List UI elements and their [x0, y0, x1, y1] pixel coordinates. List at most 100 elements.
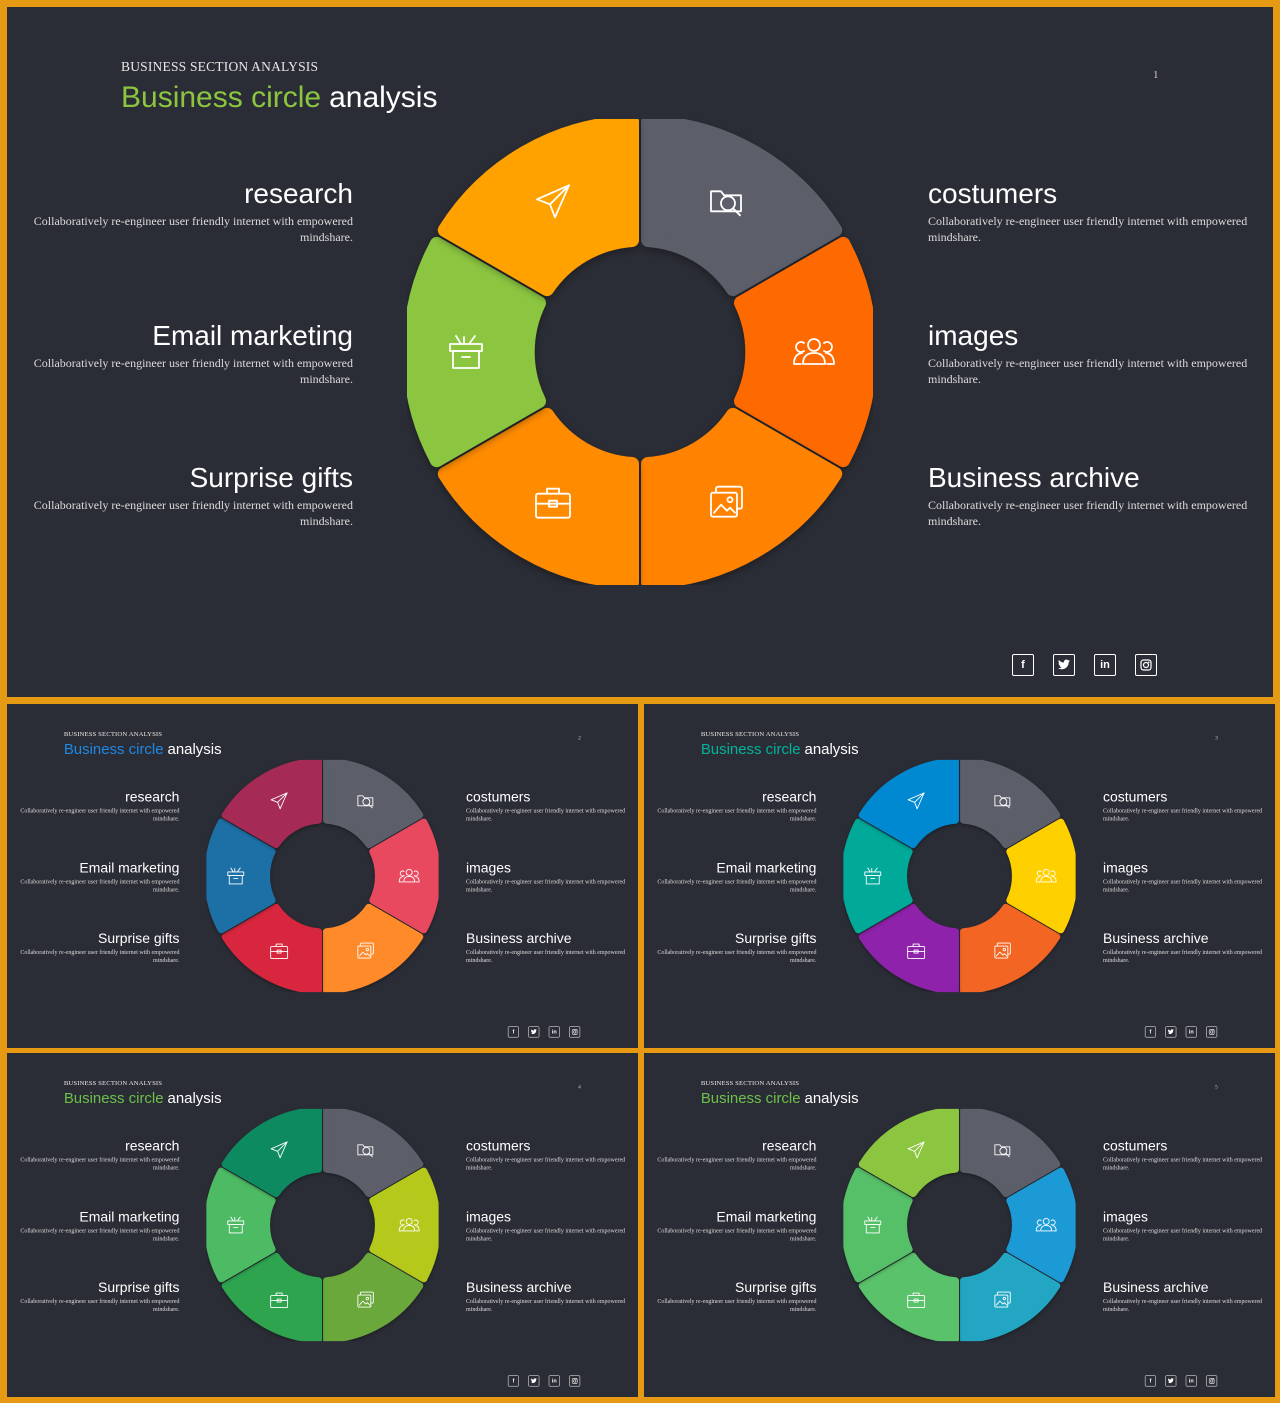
facebook-icon[interactable]: f	[507, 1375, 519, 1387]
facebook-icon[interactable]: f	[1144, 1375, 1156, 1387]
briefcase-icon	[535, 487, 571, 519]
slide-eyebrow: BUSINESS SECTION ANALYSIS	[121, 59, 319, 74]
page-number: 5	[1215, 1083, 1218, 1090]
item-research: research Collaboratively re-engineer user…	[15, 789, 179, 823]
instagram-icon[interactable]	[1206, 1375, 1218, 1387]
segment-costumers[interactable]	[733, 236, 873, 468]
twitter-icon[interactable]	[1165, 1026, 1177, 1038]
item-title: Surprise gifts	[98, 1279, 180, 1296]
facebook-icon-glyph: f	[512, 1377, 515, 1384]
segment-email-marketing[interactable]	[221, 759, 322, 849]
slide-main[interactable]: BUSINESS SECTION ANALYSIS Business circl…	[7, 7, 1273, 697]
item-description: Collaboratively re-engineer user friendl…	[1103, 1156, 1263, 1172]
linkedin-icon-glyph: in	[1188, 1377, 1194, 1384]
linkedin-icon[interactable]: in	[1094, 654, 1116, 676]
item-description: Collaboratively re-engineer user friendl…	[1103, 1226, 1263, 1242]
title-accent: Business circle	[121, 81, 322, 114]
linkedin-icon[interactable]: in	[1185, 1026, 1197, 1038]
item-images: images Collaboratively re-engineer user f…	[928, 319, 1258, 387]
linkedin-icon[interactable]: in	[1185, 1375, 1197, 1387]
segment-business-archive[interactable]	[437, 407, 639, 585]
paper-plane-icon	[536, 184, 570, 219]
segment-business-archive[interactable]	[221, 1252, 322, 1342]
segment-surprise-gifts[interactable]	[843, 818, 913, 934]
folder-search-icon	[357, 795, 374, 809]
instagram-icon[interactable]	[569, 1026, 581, 1038]
title-accent: Business circle	[63, 1089, 164, 1107]
linkedin-icon[interactable]: in	[548, 1375, 560, 1387]
facebook-icon[interactable]: f	[1012, 654, 1034, 676]
item-description: Collaboratively re-engineer user friendl…	[1103, 877, 1263, 893]
slide-title: Business circle analysis	[64, 1090, 222, 1107]
segment-costumers[interactable]	[369, 818, 439, 934]
item-description: Collaboratively re-engineer user friendl…	[466, 1226, 626, 1242]
twitter-icon[interactable]	[528, 1375, 540, 1387]
item-research: research Collaboratively re-engineer user…	[23, 177, 353, 245]
slide-thumbnail-4[interactable]: BUSINESS SECTION ANALYSIS Business circl…	[7, 1053, 638, 1397]
instagram-icon[interactable]	[1135, 654, 1157, 676]
twitter-icon[interactable]	[1165, 1375, 1177, 1387]
page-number: 2	[578, 734, 581, 741]
item-description: Collaboratively re-engineer user friendl…	[657, 1226, 817, 1242]
item-title: images	[466, 1208, 512, 1225]
segment-surprise-gifts[interactable]	[407, 236, 547, 468]
facebook-icon[interactable]: f	[507, 1026, 519, 1038]
item-description: Collaboratively re-engineer user friendl…	[1103, 948, 1263, 964]
folder-search-icon	[994, 795, 1011, 809]
images-icon	[710, 485, 743, 518]
segment-email-marketing[interactable]	[437, 119, 639, 297]
facebook-icon[interactable]: f	[1144, 1026, 1156, 1038]
slide-thumbnail-3[interactable]: BUSINESS SECTION ANALYSIS Business circl…	[644, 704, 1275, 1048]
segment-email-marketing[interactable]	[221, 1108, 322, 1198]
segment-surprise-gifts[interactable]	[206, 1167, 276, 1283]
item-surprise-gifts: Surprise gifts Collaboratively re-enginee…	[23, 461, 353, 529]
segment-business-archive[interactable]	[221, 903, 322, 993]
linkedin-icon[interactable]: in	[548, 1026, 560, 1038]
segment-business-archive[interactable]	[858, 1252, 959, 1342]
item-description: Collaboratively re-engineer user friendl…	[33, 498, 353, 528]
item-description: Collaboratively re-engineer user friendl…	[928, 356, 1248, 386]
segment-costumers[interactable]	[369, 1167, 439, 1283]
item-surprise-gifts: Surprise gifts Collaboratively re-enginee…	[15, 1279, 179, 1313]
segment-surprise-gifts[interactable]	[206, 818, 276, 934]
users-icon	[398, 869, 420, 883]
segment-business-archive[interactable]	[858, 903, 959, 993]
page-number: 3	[1215, 734, 1218, 741]
users-icon	[1035, 1218, 1057, 1232]
item-email-marketing: Email marketing Collaboratively re-engine…	[23, 319, 353, 387]
briefcase-icon	[270, 1292, 289, 1308]
facebook-icon-glyph: f	[1021, 659, 1025, 671]
segment-costumers[interactable]	[1006, 1167, 1076, 1283]
users-icon	[793, 338, 835, 365]
item-description: Collaboratively re-engineer user friendl…	[466, 948, 626, 964]
item-title: Email marketing	[79, 1208, 180, 1225]
twitter-icon[interactable]	[1053, 654, 1075, 676]
paper-plane-icon	[270, 1141, 288, 1159]
item-images: images Collaboratively re-engineer user f…	[1103, 860, 1267, 894]
item-description: Collaboratively re-engineer user friendl…	[20, 807, 180, 823]
segment-costumers[interactable]	[1006, 818, 1076, 934]
instagram-icon[interactable]	[1206, 1026, 1218, 1038]
slide-thumbnail-2[interactable]: BUSINESS SECTION ANALYSIS Business circl…	[7, 704, 638, 1048]
item-costumers: costumers Collaboratively re-engineer use…	[928, 177, 1258, 245]
facebook-icon-glyph: f	[1149, 1028, 1152, 1035]
gift-box-icon	[227, 1216, 245, 1234]
slide-eyebrow: BUSINESS SECTION ANALYSIS	[700, 1078, 800, 1087]
item-title: costumers	[1103, 1138, 1168, 1154]
item-email-marketing: Email marketing Collaboratively re-engine…	[652, 860, 816, 894]
segment-surprise-gifts[interactable]	[843, 1167, 913, 1283]
facebook-icon-glyph: f	[512, 1028, 515, 1035]
item-description: Collaboratively re-engineer user friendl…	[466, 1297, 626, 1313]
slide-thumbnail-5[interactable]: BUSINESS SECTION ANALYSIS Business circl…	[644, 1053, 1275, 1397]
item-title: Surprise gifts	[735, 1279, 817, 1296]
linkedin-icon-glyph: in	[1100, 659, 1110, 671]
images-icon	[357, 942, 374, 959]
item-business-archive: Business archive Collaboratively re-engin…	[928, 461, 1258, 529]
instagram-icon[interactable]	[569, 1375, 581, 1387]
briefcase-icon	[907, 1292, 926, 1308]
segment-email-marketing[interactable]	[858, 759, 959, 849]
circle-diagram	[843, 1108, 1076, 1342]
item-title: Business archive	[466, 930, 572, 947]
twitter-icon[interactable]	[528, 1026, 540, 1038]
segment-email-marketing[interactable]	[858, 1108, 959, 1198]
